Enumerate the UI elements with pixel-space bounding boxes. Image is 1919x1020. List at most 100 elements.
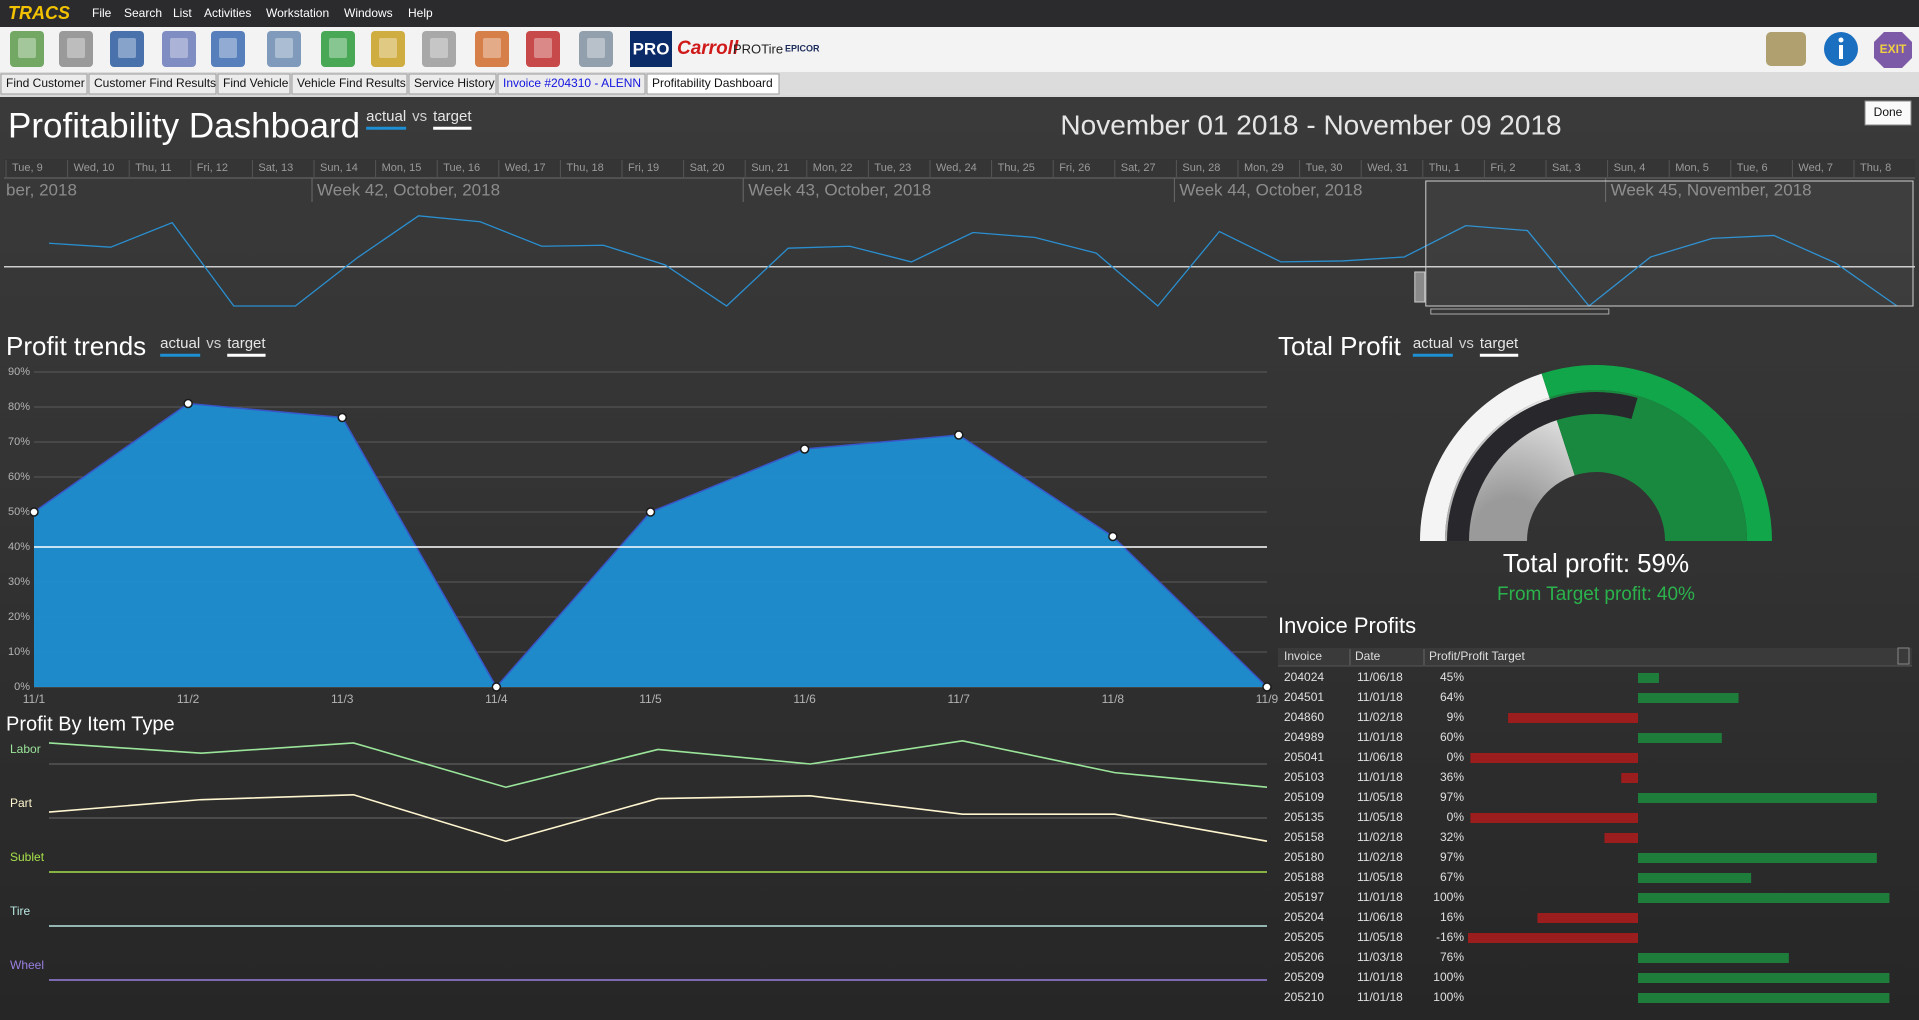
profit-bar (1468, 933, 1638, 943)
toolbar-button[interactable] (371, 31, 405, 67)
day-label: Wed, 10 (74, 162, 115, 174)
profit-bar (1470, 753, 1638, 763)
selection-scrollbar[interactable] (1430, 308, 1610, 315)
tab-label: Invoice #204310 - ALENN (503, 76, 641, 90)
toolbar-button[interactable] (59, 31, 93, 67)
data-point (645, 507, 656, 517)
x-tick-label: 11/9 (1256, 692, 1279, 706)
done-label[interactable]: Done (1874, 105, 1903, 119)
toolbar-button[interactable] (321, 31, 355, 67)
target-profit-label: From Target profit: (1497, 584, 1652, 605)
table-header (1278, 648, 1912, 666)
toolbar-button[interactable] (526, 31, 560, 67)
x-tick-label: 11/3 (331, 692, 354, 706)
y-tick-label: 10% (8, 646, 30, 658)
timeline: Tue, 9 Wed, 10 Thu, 11 Fri, 12 Sat, 13 Sun, 1… (4, 159, 1915, 307)
toolbar-icon-detail (587, 38, 605, 58)
series-label: Sublet (10, 850, 45, 864)
invoice-profit: 100% (1433, 990, 1464, 1004)
x-tick-label: 11/5 (639, 692, 662, 706)
legend-actual-swatch (366, 126, 407, 130)
done-button[interactable] (1864, 100, 1912, 126)
toolbar-button[interactable] (110, 31, 144, 67)
tab-label: Profitability Dashboard (652, 76, 773, 90)
date-range: November 01 2018 - November 09 2018 (1060, 109, 1561, 140)
total-profit-title: Total Profit (1278, 331, 1402, 361)
menu-item[interactable]: Search (124, 6, 162, 20)
toolbar-button[interactable] (267, 31, 301, 67)
toolbar-button[interactable] (162, 31, 196, 67)
toolbar-icon-detail (18, 38, 36, 58)
toolbar-icon-detail (483, 38, 501, 58)
x-tick-label: 11/2 (177, 692, 200, 706)
tab[interactable] (497, 73, 646, 95)
invoice-date: 11/06/18 (1357, 670, 1403, 684)
tab[interactable] (646, 73, 780, 95)
toolbar-button[interactable] (422, 31, 456, 67)
pro-logo-bg[interactable] (630, 31, 672, 67)
day-label: Thu, 1 (1429, 162, 1460, 174)
menu-item[interactable]: Help (408, 6, 433, 20)
profit-bar (1604, 833, 1638, 843)
week-label: Week 43, October, 2018 (748, 180, 931, 199)
gauge-value-arc (1447, 391, 1638, 541)
total-profit-text: Total profit: 59% (1503, 548, 1689, 578)
invoice-profit: 100% (1433, 890, 1464, 904)
data-point (1262, 682, 1272, 692)
day-label: Fri, 26 (1059, 162, 1090, 174)
y-tick-label: 0% (14, 681, 30, 693)
column-header[interactable]: Invoice (1284, 649, 1322, 663)
tab[interactable] (0, 73, 88, 95)
profit-bar (1537, 913, 1638, 923)
invoice-profit: 100% (1433, 970, 1464, 984)
data-point (799, 444, 810, 454)
legend-actual-swatch (1412, 353, 1453, 357)
tab[interactable] (408, 73, 497, 95)
tab[interactable] (291, 73, 408, 95)
toolbar-button[interactable] (579, 31, 613, 67)
toolbar-button[interactable] (10, 31, 44, 67)
toolbar-button[interactable] (475, 31, 509, 67)
profit-bar (1508, 713, 1638, 723)
table-scroll-button[interactable] (1897, 647, 1910, 665)
exit-button[interactable] (1874, 32, 1912, 68)
invoice-number: 205158 (1284, 830, 1324, 844)
invoice-profit: 0% (1447, 810, 1465, 824)
toolbar-icon-detail (379, 38, 397, 58)
tab[interactable] (217, 73, 291, 95)
tab-label: Service History (414, 76, 495, 90)
legend-vs: vs (412, 108, 427, 125)
profit-bar (1638, 893, 1890, 903)
menu-item[interactable]: File (92, 6, 112, 20)
profit-bar (1638, 673, 1659, 683)
column-header[interactable]: Profit/Profit Target (1429, 649, 1525, 663)
day-label: Sun, 4 (1614, 162, 1646, 174)
day-label: Sun, 14 (320, 162, 358, 174)
x-tick-label: 11/8 (1102, 692, 1125, 706)
menu-item[interactable]: Workstation (266, 6, 329, 20)
legend-vs: vs (1459, 335, 1474, 352)
timeline-selection[interactable] (1425, 180, 1914, 307)
invoice-number: 205103 (1284, 770, 1324, 784)
menu-item[interactable]: Windows (344, 6, 393, 20)
series-label: Wheel (10, 958, 44, 972)
selection-handle[interactable] (1414, 271, 1426, 303)
series-label: Labor (10, 742, 41, 756)
tab[interactable] (88, 73, 217, 95)
keys-button[interactable] (1766, 32, 1806, 66)
profit-bar (1638, 973, 1890, 983)
tab-label: Find Customer (6, 76, 85, 90)
legend-target-swatch (1479, 353, 1519, 357)
toolbar-icon-detail (275, 38, 293, 58)
invoice-number: 205197 (1284, 890, 1324, 904)
menu-item[interactable]: List (173, 6, 192, 20)
profit-trends-title: Profit trends (6, 331, 146, 361)
day-label: Mon, 29 (1244, 162, 1284, 174)
day-label: Mon, 5 (1675, 162, 1709, 174)
menu-item[interactable]: Activities (204, 6, 251, 20)
toolbar (0, 27, 1919, 72)
toolbar-button[interactable] (211, 31, 245, 67)
day-label: Fri, 19 (628, 162, 659, 174)
column-header[interactable]: Date (1355, 649, 1381, 663)
